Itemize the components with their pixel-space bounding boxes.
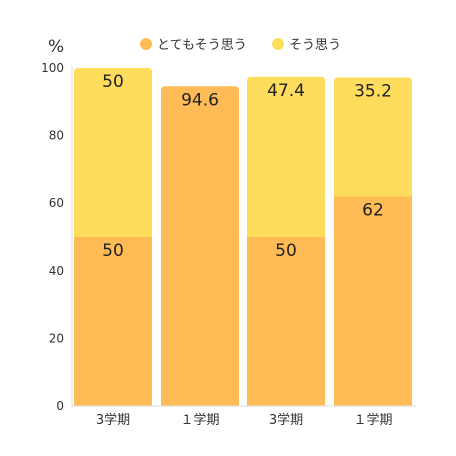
bar-segment-very-much: [74, 237, 152, 406]
bar-segment-very-much: [247, 237, 325, 406]
data-label: 50: [102, 241, 124, 261]
bar-segment-somewhat: [74, 68, 152, 237]
legend: とてもそう思う そう思う: [140, 38, 341, 53]
x-tick-label: 3学期: [269, 412, 303, 428]
data-label: 62: [362, 200, 384, 220]
x-axis: 3学期 １学期 3学期 １学期: [72, 405, 416, 428]
bar-segment-somewhat: [334, 77, 412, 197]
y-tick-label: 100: [41, 61, 64, 75]
y-tick-label: 20: [49, 331, 64, 345]
legend-swatch-very-much: [140, 38, 152, 50]
bar-segment-somewhat: [247, 76, 325, 238]
data-label: 50: [102, 72, 124, 92]
y-tick-label: 80: [49, 129, 64, 143]
y-tick-label: 40: [49, 264, 64, 278]
bar-segment-very-much: [161, 86, 239, 406]
data-label: 35.2: [354, 81, 392, 101]
bar-segment-very-much: [334, 196, 412, 406]
x-tick-label: １学期: [180, 412, 219, 428]
y-tick-label: 60: [49, 196, 64, 210]
data-label: 50: [275, 241, 297, 261]
data-labels: 50 50 94.6 50 47.4 62 35.2: [102, 72, 392, 261]
legend-swatch-somewhat: [272, 38, 284, 50]
y-tick-label: 0: [56, 399, 64, 413]
legend-label-somewhat: そう思う: [289, 38, 341, 53]
legend-label-very-much: とてもそう思う: [157, 38, 247, 53]
y-axis: 0 20 40 60 80 100: [41, 61, 73, 413]
data-label: 47.4: [267, 81, 305, 101]
y-unit-label: %: [48, 37, 64, 57]
x-tick-label: １学期: [353, 412, 392, 428]
bars: [74, 68, 412, 406]
data-label: 94.6: [181, 90, 219, 110]
x-tick-label: 3学期: [96, 412, 130, 428]
